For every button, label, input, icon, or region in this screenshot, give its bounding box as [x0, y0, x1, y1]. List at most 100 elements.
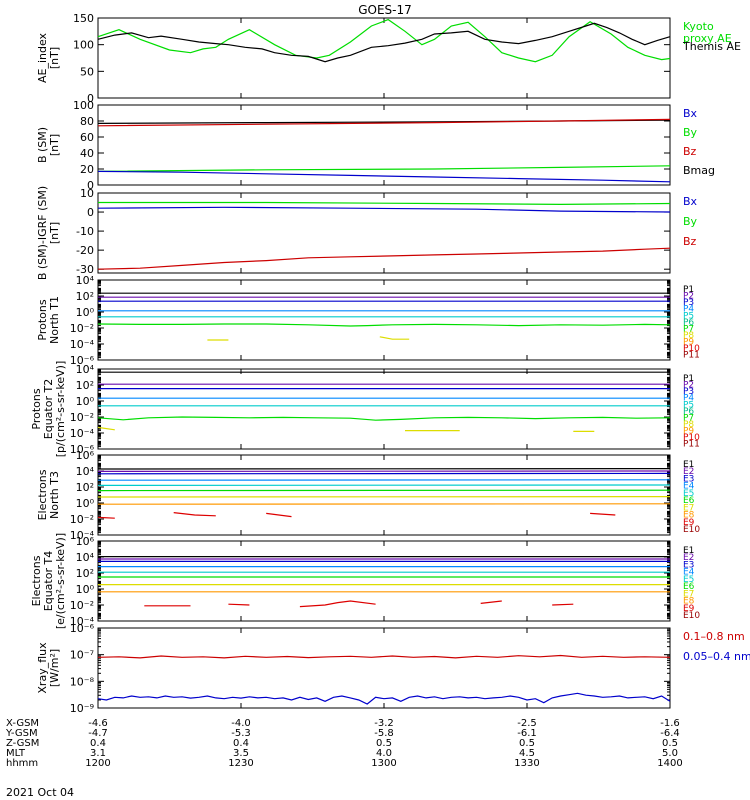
panel-frame	[97, 279, 671, 361]
y-tick-label: -20	[76, 244, 94, 257]
legend-entry: Bx	[683, 195, 698, 208]
legend-entry: 0.05–0.4 nm	[683, 650, 750, 663]
y-tick-label: 0	[87, 92, 94, 105]
x-axis-value: -6.4	[660, 728, 680, 739]
legend-entry: Themis AE	[682, 40, 741, 53]
legend-entry: P8	[683, 420, 694, 430]
legend-entry: P5	[683, 311, 694, 321]
x-axis-row-label: MLT	[6, 748, 26, 759]
y-tick-label: 40	[80, 147, 94, 160]
y-tick-label: 10²	[76, 290, 94, 303]
legend-entry: E7	[683, 589, 694, 599]
series-line-e9	[97, 516, 115, 519]
y-axis-label: ProtonsNorth T1	[36, 296, 61, 344]
y-tick-label: 150	[73, 12, 94, 25]
x-axis-value: -3.2	[374, 718, 394, 729]
series-line-bx	[97, 206, 671, 213]
panel-8: 10⁻⁹ 10⁻⁸ 10⁻⁷ 10⁻⁶ Xray_flux[W/m²] 0.1–0.8 n…	[36, 622, 750, 715]
series-line-bz	[97, 247, 671, 270]
legend-entry: E3	[683, 474, 694, 484]
y-tick-label: 100	[73, 99, 94, 112]
legend-entry: P7	[683, 324, 694, 334]
y-tick-label: 10²	[76, 481, 94, 494]
x-axis-value: -4.6	[88, 718, 108, 729]
y-tick-label: 10²	[76, 567, 94, 580]
x-axis-row-label: X-GSM	[6, 718, 39, 729]
legend-entry: By	[683, 215, 698, 228]
y-tick-label: 10⁻²	[70, 322, 94, 335]
series-line-p7	[97, 323, 671, 327]
series-line-bz	[97, 118, 671, 127]
y-tick-label: 80	[80, 115, 94, 128]
y-tick-label: 10	[80, 187, 94, 200]
x-axis-value: 3.1	[90, 748, 106, 759]
series-line-themis-ae	[97, 22, 671, 63]
legend-entry: E2	[683, 553, 694, 563]
y-tick-label: 10⁻²	[70, 599, 94, 612]
y-tick-label: 10⁻⁶	[70, 622, 95, 635]
series-line-0-1-0-8-nm	[97, 654, 671, 659]
legend-entry: E8	[683, 597, 695, 607]
panel-3: -30 -20 -10 0 10 B (SM)-IGRF (SM)[nT] Bx By Bz	[36, 186, 698, 280]
legend-entry: By	[683, 126, 698, 139]
y-tick-label: 20	[80, 163, 94, 176]
panel-frame	[97, 627, 671, 709]
panel-7: 10⁻⁴ 10⁻² 10⁰ 10² 10⁴ 10⁶ ElectronsEquator T4[…	[30, 533, 700, 629]
x-axis-value: 0.5	[662, 738, 678, 749]
legend-entry: P10	[683, 433, 700, 443]
y-tick-label: 10⁻⁴	[70, 529, 95, 542]
y-tick-label: 10⁴	[76, 274, 95, 287]
legend-entry: P2	[683, 292, 694, 302]
panel-frame	[97, 540, 671, 622]
y-axis-label: ElectronsNorth T3	[36, 469, 61, 520]
legend-entry: P3	[683, 298, 694, 308]
y-tick-label: 10⁻⁴	[70, 338, 95, 351]
x-axis-value: 0.5	[376, 738, 392, 749]
y-tick-label: 10⁻⁸	[70, 675, 95, 688]
x-axis-value: 0.4	[90, 738, 106, 749]
x-axis-value: 0.4	[233, 738, 249, 749]
y-axis-label: AE_index[nT]	[36, 32, 61, 83]
series-line-p8	[97, 426, 115, 431]
y-tick-label: 10⁰	[76, 395, 95, 408]
panel-frame	[97, 104, 671, 186]
series-line-by	[98, 201, 671, 206]
legend-entry: P4	[683, 394, 694, 404]
legend-entry: E7	[683, 503, 694, 513]
y-tick-label: 10⁴	[76, 465, 95, 478]
y-tick-label: 10⁰	[76, 583, 95, 596]
legend-entry: P7	[683, 413, 694, 423]
x-axis-value: -5.3	[231, 728, 251, 739]
x-axis-value: -5.8	[374, 728, 394, 739]
y-tick-label: 50	[80, 65, 94, 78]
panel-frame	[97, 192, 671, 274]
y-axis-label: ElectronsEquator T4[e/(cm²-s-sr-keV)]	[30, 533, 67, 629]
legend-entry: E9	[683, 604, 695, 614]
y-tick-label: 10⁰	[76, 497, 95, 510]
series-line-e9	[480, 600, 502, 604]
y-tick-label: 10⁻⁴	[70, 615, 95, 628]
series-line-e9	[266, 512, 292, 518]
legend-entry: 0.1–0.8 nm	[683, 630, 745, 643]
legend-entry: P9	[683, 338, 694, 348]
plot-title: GOES-17	[358, 3, 412, 17]
legend-entry: Bz	[683, 145, 697, 158]
y-tick-label: 10⁰	[76, 306, 95, 319]
series-line-p8	[379, 336, 410, 340]
x-axis-value: 4.5	[519, 748, 535, 759]
x-axis-value: 3.5	[233, 748, 249, 759]
y-tick-label: 10⁻⁶	[70, 443, 95, 456]
y-axis-label: ProtonsEquator T2[p/(cm²-s-sr-keV)]	[30, 361, 67, 458]
y-tick-label: 10²	[76, 379, 94, 392]
legend-entry: P11	[683, 351, 700, 361]
x-axis-value: 1400	[657, 758, 682, 769]
legend-entry: E5	[683, 489, 694, 499]
y-tick-label: 10⁴	[76, 551, 95, 564]
series-line-by	[97, 165, 671, 172]
legend-entry: E6	[683, 496, 695, 506]
y-axis-label: B (SM)[nT]	[36, 127, 61, 163]
y-tick-label: -30	[76, 263, 94, 276]
y-tick-label: 60	[80, 131, 94, 144]
